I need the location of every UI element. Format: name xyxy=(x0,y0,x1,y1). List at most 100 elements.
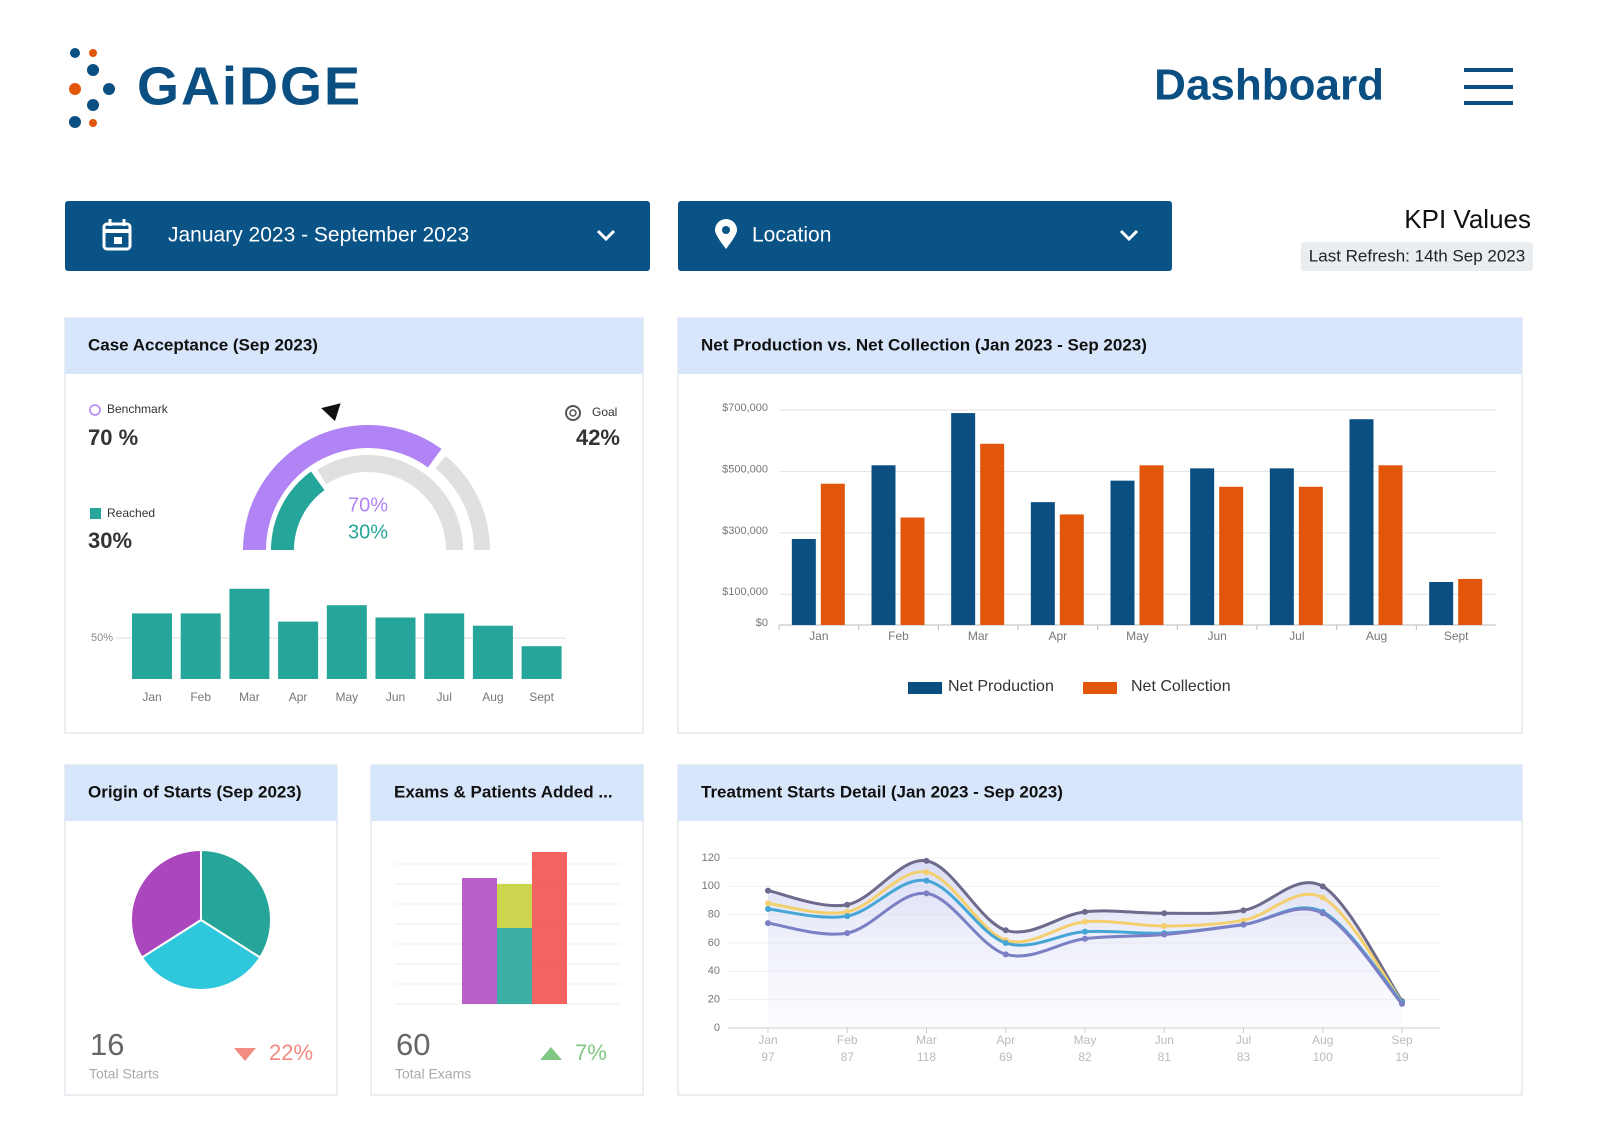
x-tick-label: Jun xyxy=(1207,629,1226,643)
point xyxy=(1161,923,1168,929)
refresh-box xyxy=(1301,242,1533,271)
x-tick-sublabel: 83 xyxy=(1237,1050,1251,1064)
bar xyxy=(375,617,416,679)
y-tick-label: $300,000 xyxy=(722,525,768,537)
location: Location xyxy=(752,224,831,247)
summary-label: Total Exams xyxy=(395,1066,471,1082)
benchmark-value: 70 % xyxy=(88,425,138,450)
x-tick-label: Jul xyxy=(1289,629,1304,643)
y-tick-label: 100 xyxy=(702,880,720,892)
point xyxy=(844,901,851,908)
reached-label: Reached xyxy=(107,506,155,520)
x-tick-label: Apr xyxy=(1048,629,1067,643)
goal-value: 42% xyxy=(576,425,620,450)
pie-slice xyxy=(140,918,262,991)
panel-header xyxy=(65,765,337,821)
bar xyxy=(900,517,925,625)
bar xyxy=(951,413,976,625)
bar xyxy=(980,443,1005,625)
bar xyxy=(1190,468,1215,625)
change-value: 7% xyxy=(575,1040,607,1065)
change-value: 22% xyxy=(269,1040,313,1065)
bar xyxy=(1269,468,1294,625)
point xyxy=(1240,921,1247,928)
legend-swatch xyxy=(1083,682,1117,694)
x-tick-label: May xyxy=(335,690,358,704)
date-filter[interactable]: January 2023 - September 2023 xyxy=(65,201,650,271)
x-tick-label: Mar xyxy=(916,1033,937,1047)
panel-header xyxy=(678,318,1522,374)
point xyxy=(1161,910,1168,917)
benchmark-label: Benchmark xyxy=(107,402,169,416)
x-tick-label: Aug xyxy=(482,690,503,704)
legend-label: Net Collection xyxy=(1131,678,1231,695)
bar xyxy=(229,588,270,679)
point xyxy=(844,908,851,915)
bar-segment xyxy=(532,852,567,1004)
bar xyxy=(326,605,367,679)
y-tick-label: 40 xyxy=(708,965,720,977)
gauge-benchmark xyxy=(243,425,442,550)
y-tick-label: 60 xyxy=(708,937,720,949)
panel-title: Net Production vs. Net Collection (Jan 2… xyxy=(701,335,1147,354)
logo-mark xyxy=(69,48,115,128)
y-tick-label: 0 xyxy=(714,1022,720,1034)
x-tick-label: Jul xyxy=(437,690,452,704)
x-tick-sublabel: 100 xyxy=(1313,1050,1333,1064)
gauge-reached xyxy=(271,471,325,550)
point xyxy=(1319,910,1326,917)
point xyxy=(923,869,930,876)
point xyxy=(923,890,930,897)
bar xyxy=(180,613,221,679)
x-tick-label: Feb xyxy=(888,629,909,643)
y-tick-label: $0 xyxy=(756,617,768,629)
page-title: Dashboard xyxy=(1154,61,1384,110)
point xyxy=(765,887,771,894)
location-filter[interactable]: Location xyxy=(678,201,1172,271)
x-tick-label: Jan xyxy=(809,629,828,643)
bar xyxy=(424,613,465,679)
point xyxy=(1161,931,1168,938)
kpi-title: KPI Values xyxy=(1404,204,1531,234)
x-tick-label: Mar xyxy=(968,629,989,643)
goal-icon-inner xyxy=(569,409,577,417)
x-tick-label: Sept xyxy=(529,690,554,704)
y-tick-label: $700,000 xyxy=(722,402,768,414)
x-tick-label: Jun xyxy=(386,690,405,704)
bar-segment xyxy=(462,878,497,1004)
x-tick-label: May xyxy=(1074,1033,1097,1047)
x-tick-label: Apr xyxy=(289,690,308,704)
date-range: January 2023 - September 2023 xyxy=(168,224,469,247)
panel-title: Origin of Starts (Sep 2023) xyxy=(88,782,302,801)
panel-header xyxy=(678,765,1522,821)
x-tick-label: Jan xyxy=(142,690,161,704)
x-tick-sublabel: 19 xyxy=(1395,1050,1409,1064)
change-arrow xyxy=(540,1047,562,1060)
point xyxy=(1082,935,1088,942)
point xyxy=(1082,918,1088,925)
bar xyxy=(1458,578,1483,625)
y-tick-label: $100,000 xyxy=(722,586,768,598)
reached-icon xyxy=(90,508,101,519)
menu-button[interactable] xyxy=(1464,68,1513,105)
point xyxy=(923,857,930,864)
point xyxy=(1240,917,1247,924)
gauge-benchmark-label: 70% xyxy=(348,494,388,516)
bar xyxy=(1298,486,1323,625)
x-tick-label: Sept xyxy=(1444,629,1469,643)
gauge-reached-label: 30% xyxy=(348,521,388,543)
bar xyxy=(1429,582,1454,625)
gauge-track-inner xyxy=(317,455,463,550)
panel-header xyxy=(65,318,643,374)
x-tick-label: Feb xyxy=(837,1033,858,1047)
point xyxy=(765,900,771,907)
point xyxy=(1319,894,1326,901)
x-tick-sublabel: 87 xyxy=(841,1050,855,1064)
point xyxy=(1002,951,1009,958)
summary-value: 60 xyxy=(396,1027,430,1062)
x-tick-label: Aug xyxy=(1366,629,1387,643)
point xyxy=(1319,883,1326,890)
bar xyxy=(1349,419,1374,625)
reached-value: 30% xyxy=(88,528,132,553)
